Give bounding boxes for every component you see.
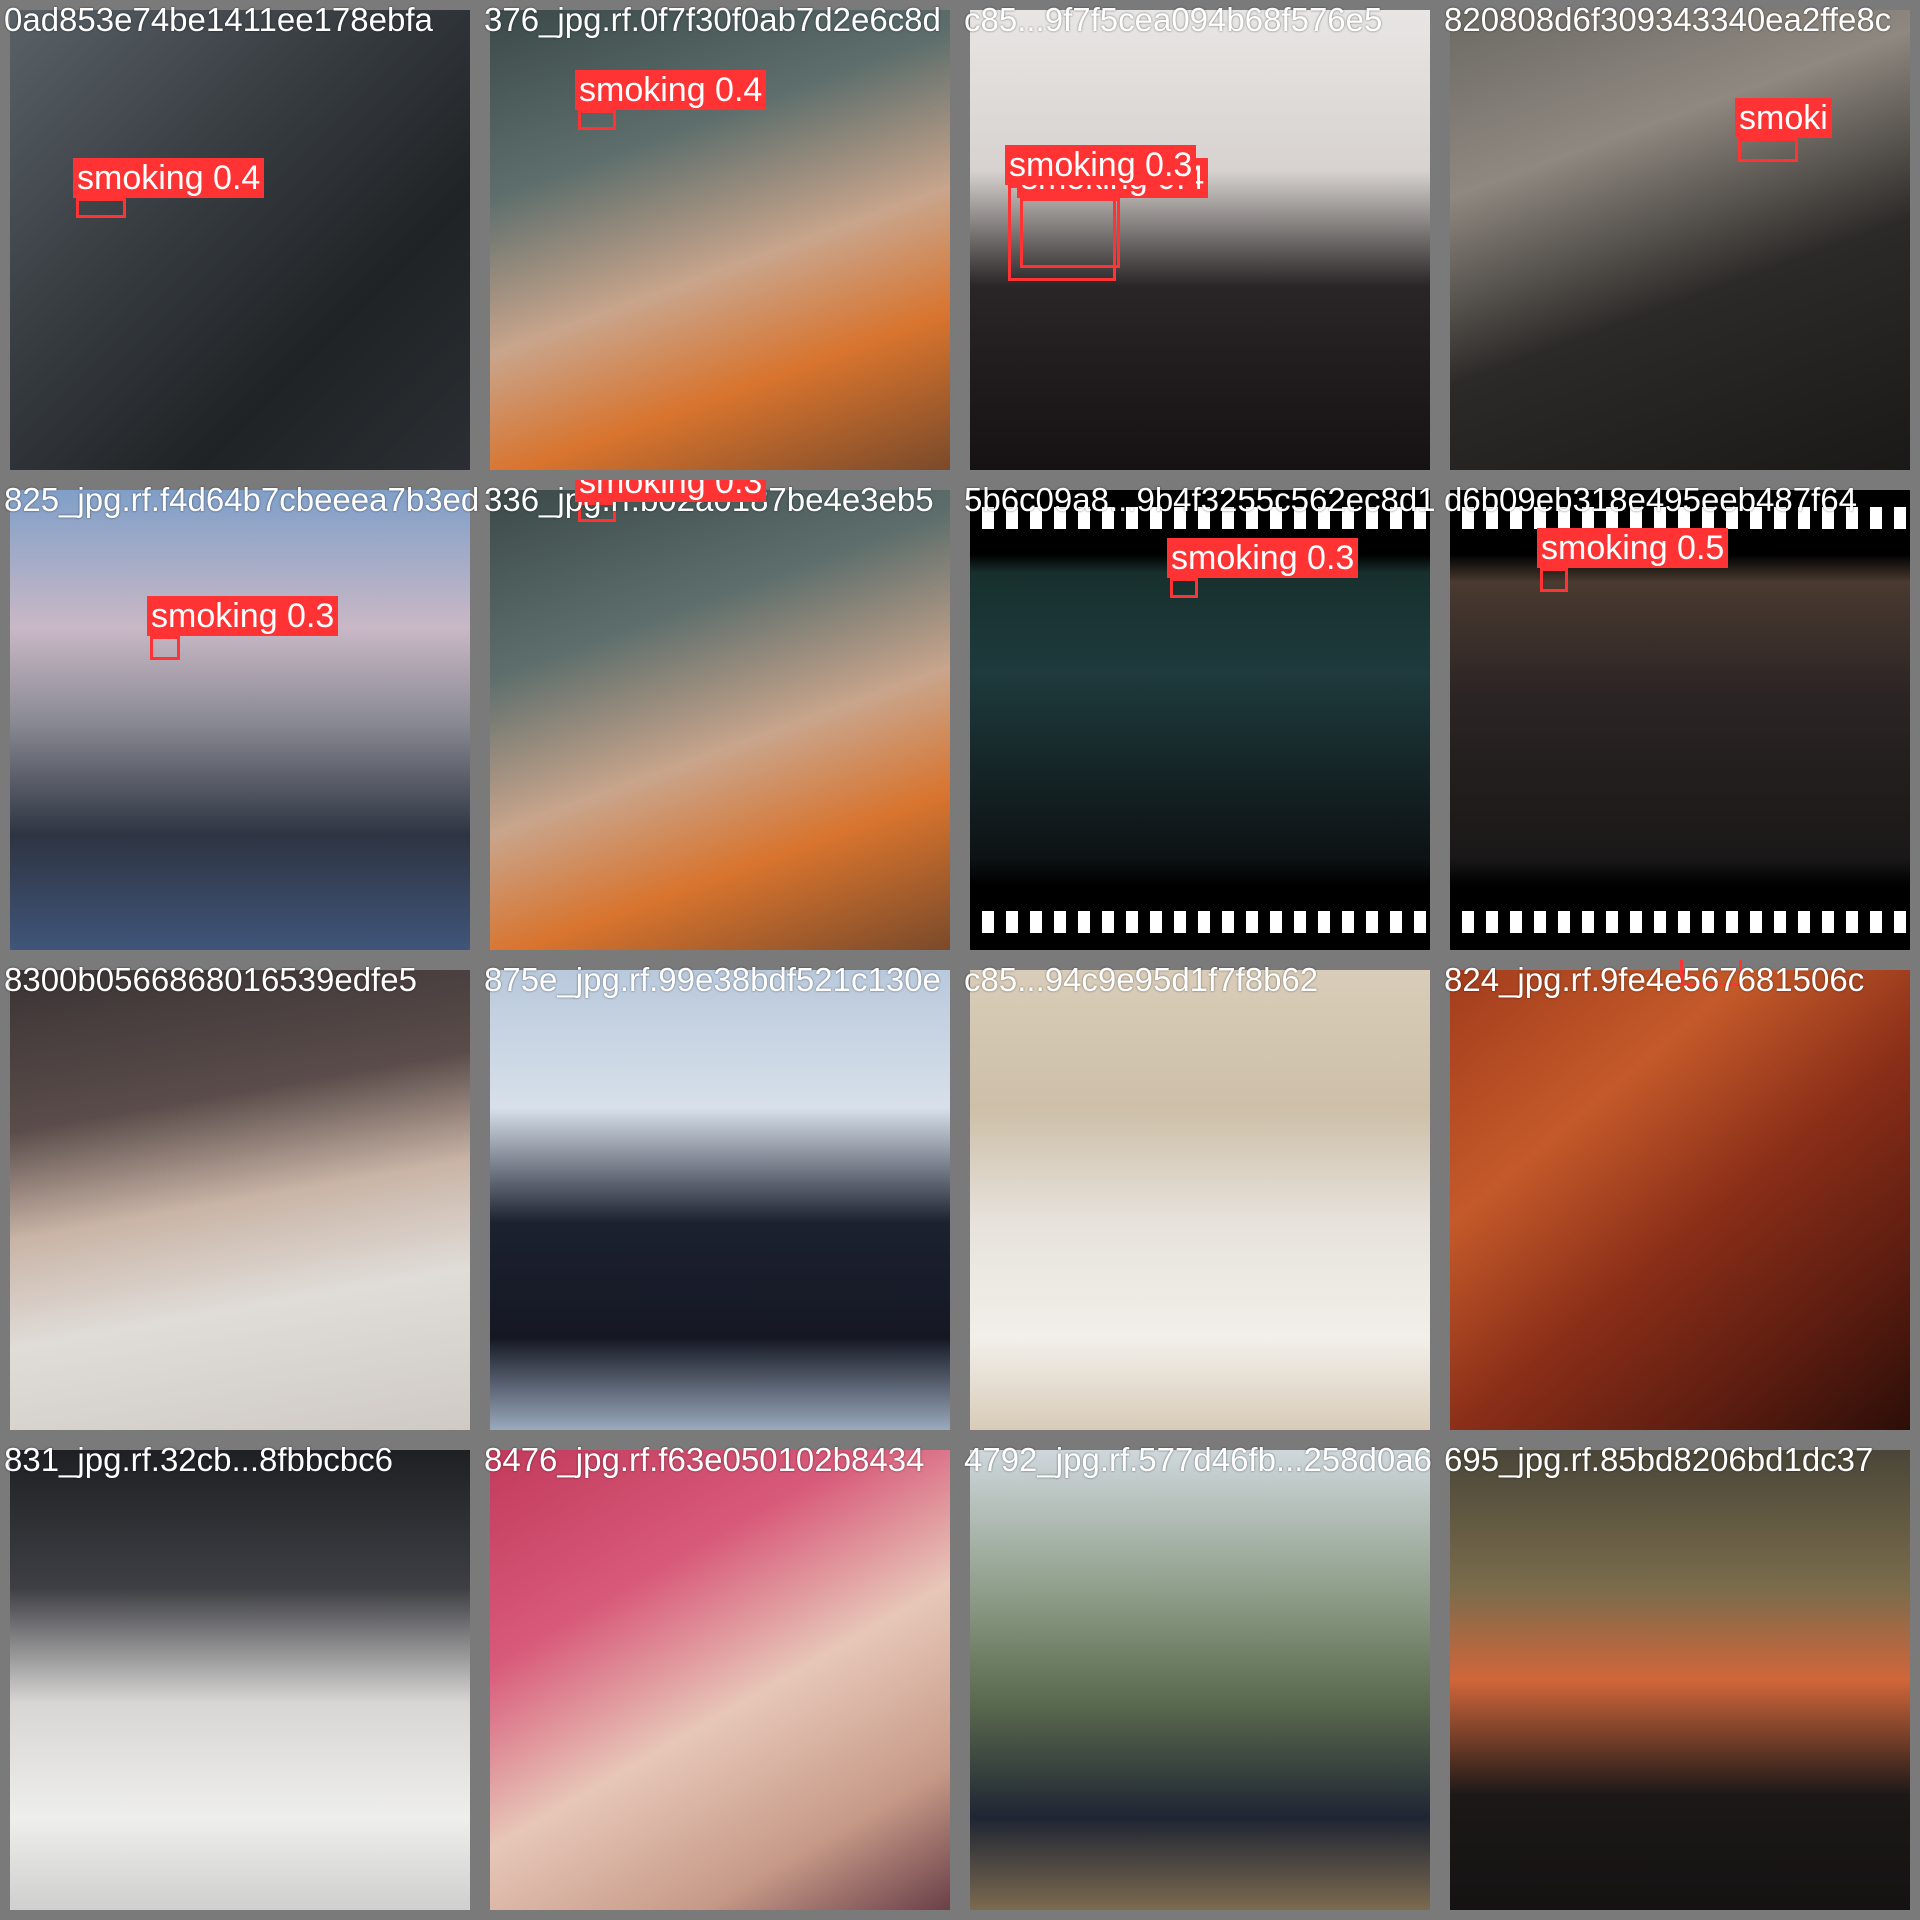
detection-box bbox=[150, 636, 180, 660]
photo bbox=[970, 1450, 1430, 1910]
image-tile-r3c2: 875e_jpg.rf.99e38bdf521c130e bbox=[480, 960, 960, 1440]
detection-label: smoking 0.3 bbox=[575, 480, 766, 502]
image-filename: 825_jpg.rf.f4d64b7cbeeea7b3ed2 bbox=[4, 482, 480, 518]
detection-box bbox=[76, 198, 126, 218]
image-tile-r3c1: 8300b0566868016539edfe5smoking 0.3 bbox=[0, 960, 480, 1440]
detection-box bbox=[1170, 578, 1198, 598]
image-tile-r2c4: d6b09eb318e495eeb487f64 smoking 0.5 bbox=[1440, 480, 1920, 960]
image-tile-r1c1: 0ad853e74be1411ee178ebfa smoking 0.4 bbox=[0, 0, 480, 480]
photo bbox=[490, 1450, 950, 1910]
detection-label: smoking 0.3 bbox=[1005, 145, 1196, 185]
photo bbox=[1450, 10, 1910, 470]
image-filename: 5b6c09a8...9b4f3255c562ec8d1 bbox=[964, 482, 1436, 518]
image-filename: 0ad853e74be1411ee178ebfa bbox=[4, 2, 433, 38]
image-filename: c85...94c9e95d1f7f8b62 bbox=[964, 962, 1318, 998]
image-filename: 820808d6f309343340ea2ffe8c bbox=[1444, 2, 1891, 38]
image-tile-r4c3: 4792_jpg.rf.577d46fb...258d0a6 bbox=[960, 1440, 1440, 1920]
photo bbox=[1450, 1450, 1910, 1910]
image-filename: c85...9f7f5cea094b68f576e5 bbox=[964, 2, 1382, 38]
image-tile-r4c1: 831_jpg.rf.32cb...8fbbcbc6smoking 0.3 bbox=[0, 1440, 480, 1920]
photo bbox=[490, 970, 950, 1430]
image-filename: 831_jpg.rf.32cb...8fbbcbc6 bbox=[4, 1442, 393, 1478]
photo bbox=[10, 490, 470, 950]
image-tile-r2c3: 5b6c09a8...9b4f3255c562ec8d1 smoking 0.3 bbox=[960, 480, 1440, 960]
image-tile-r4c4: 695_jpg.rf.85bd8206bd1dc37smoking 0.3 bbox=[1440, 1440, 1920, 1920]
image-filename: 4792_jpg.rf.577d46fb...258d0a6 bbox=[964, 1442, 1432, 1478]
photo bbox=[1450, 970, 1910, 1430]
image-tile-r3c4: 824_jpg.rf.9fe4e567681506csmoking 0. bbox=[1440, 960, 1920, 1440]
image-tile-r1c4: 820808d6f309343340ea2ffe8c smoki bbox=[1440, 0, 1920, 480]
detection-box bbox=[1008, 185, 1116, 281]
detection-box bbox=[578, 110, 616, 130]
image-filename: 8476_jpg.rf.f63e050102b8434 bbox=[484, 1442, 924, 1478]
photo bbox=[970, 970, 1430, 1430]
detection-label: smoking 0.3 bbox=[147, 596, 338, 636]
image-filename: 8300b0566868016539edfe5 bbox=[4, 962, 417, 998]
film-strip-bottom bbox=[970, 894, 1430, 950]
detection-label: smoking 0.4 bbox=[73, 158, 264, 198]
image-filename: 695_jpg.rf.85bd8206bd1dc37 bbox=[1444, 1442, 1873, 1478]
image-tile-r2c2: 336_jpg.rf.b02a0187be4e3eb5smoking 0.3 bbox=[480, 480, 960, 960]
image-filename: 875e_jpg.rf.99e38bdf521c130e bbox=[484, 962, 941, 998]
film-strip-bottom bbox=[1450, 894, 1910, 950]
detection-box bbox=[1738, 138, 1798, 162]
detection-label: smoki bbox=[1735, 98, 1832, 138]
image-filename: d6b09eb318e495eeb487f64 bbox=[1444, 482, 1857, 518]
photo bbox=[10, 1450, 470, 1910]
photo bbox=[10, 970, 470, 1430]
detection-label: smoking 0.3 bbox=[1167, 538, 1358, 578]
detection-label: smoking 0.5 bbox=[1537, 528, 1728, 568]
image-tile-r4c2: 8476_jpg.rf.f63e050102b8434 bbox=[480, 1440, 960, 1920]
detection-label: smoking 0.4 bbox=[575, 70, 766, 110]
photo bbox=[490, 490, 950, 950]
detection-box bbox=[1540, 568, 1568, 592]
image-filename: 376_jpg.rf.0f7f30f0ab7d2e6c8d bbox=[484, 2, 941, 38]
image-tile-r3c3: c85...94c9e95d1f7f8b62 bbox=[960, 960, 1440, 1440]
image-filename: 824_jpg.rf.9fe4e567681506c bbox=[1444, 962, 1864, 998]
photo bbox=[10, 10, 470, 470]
